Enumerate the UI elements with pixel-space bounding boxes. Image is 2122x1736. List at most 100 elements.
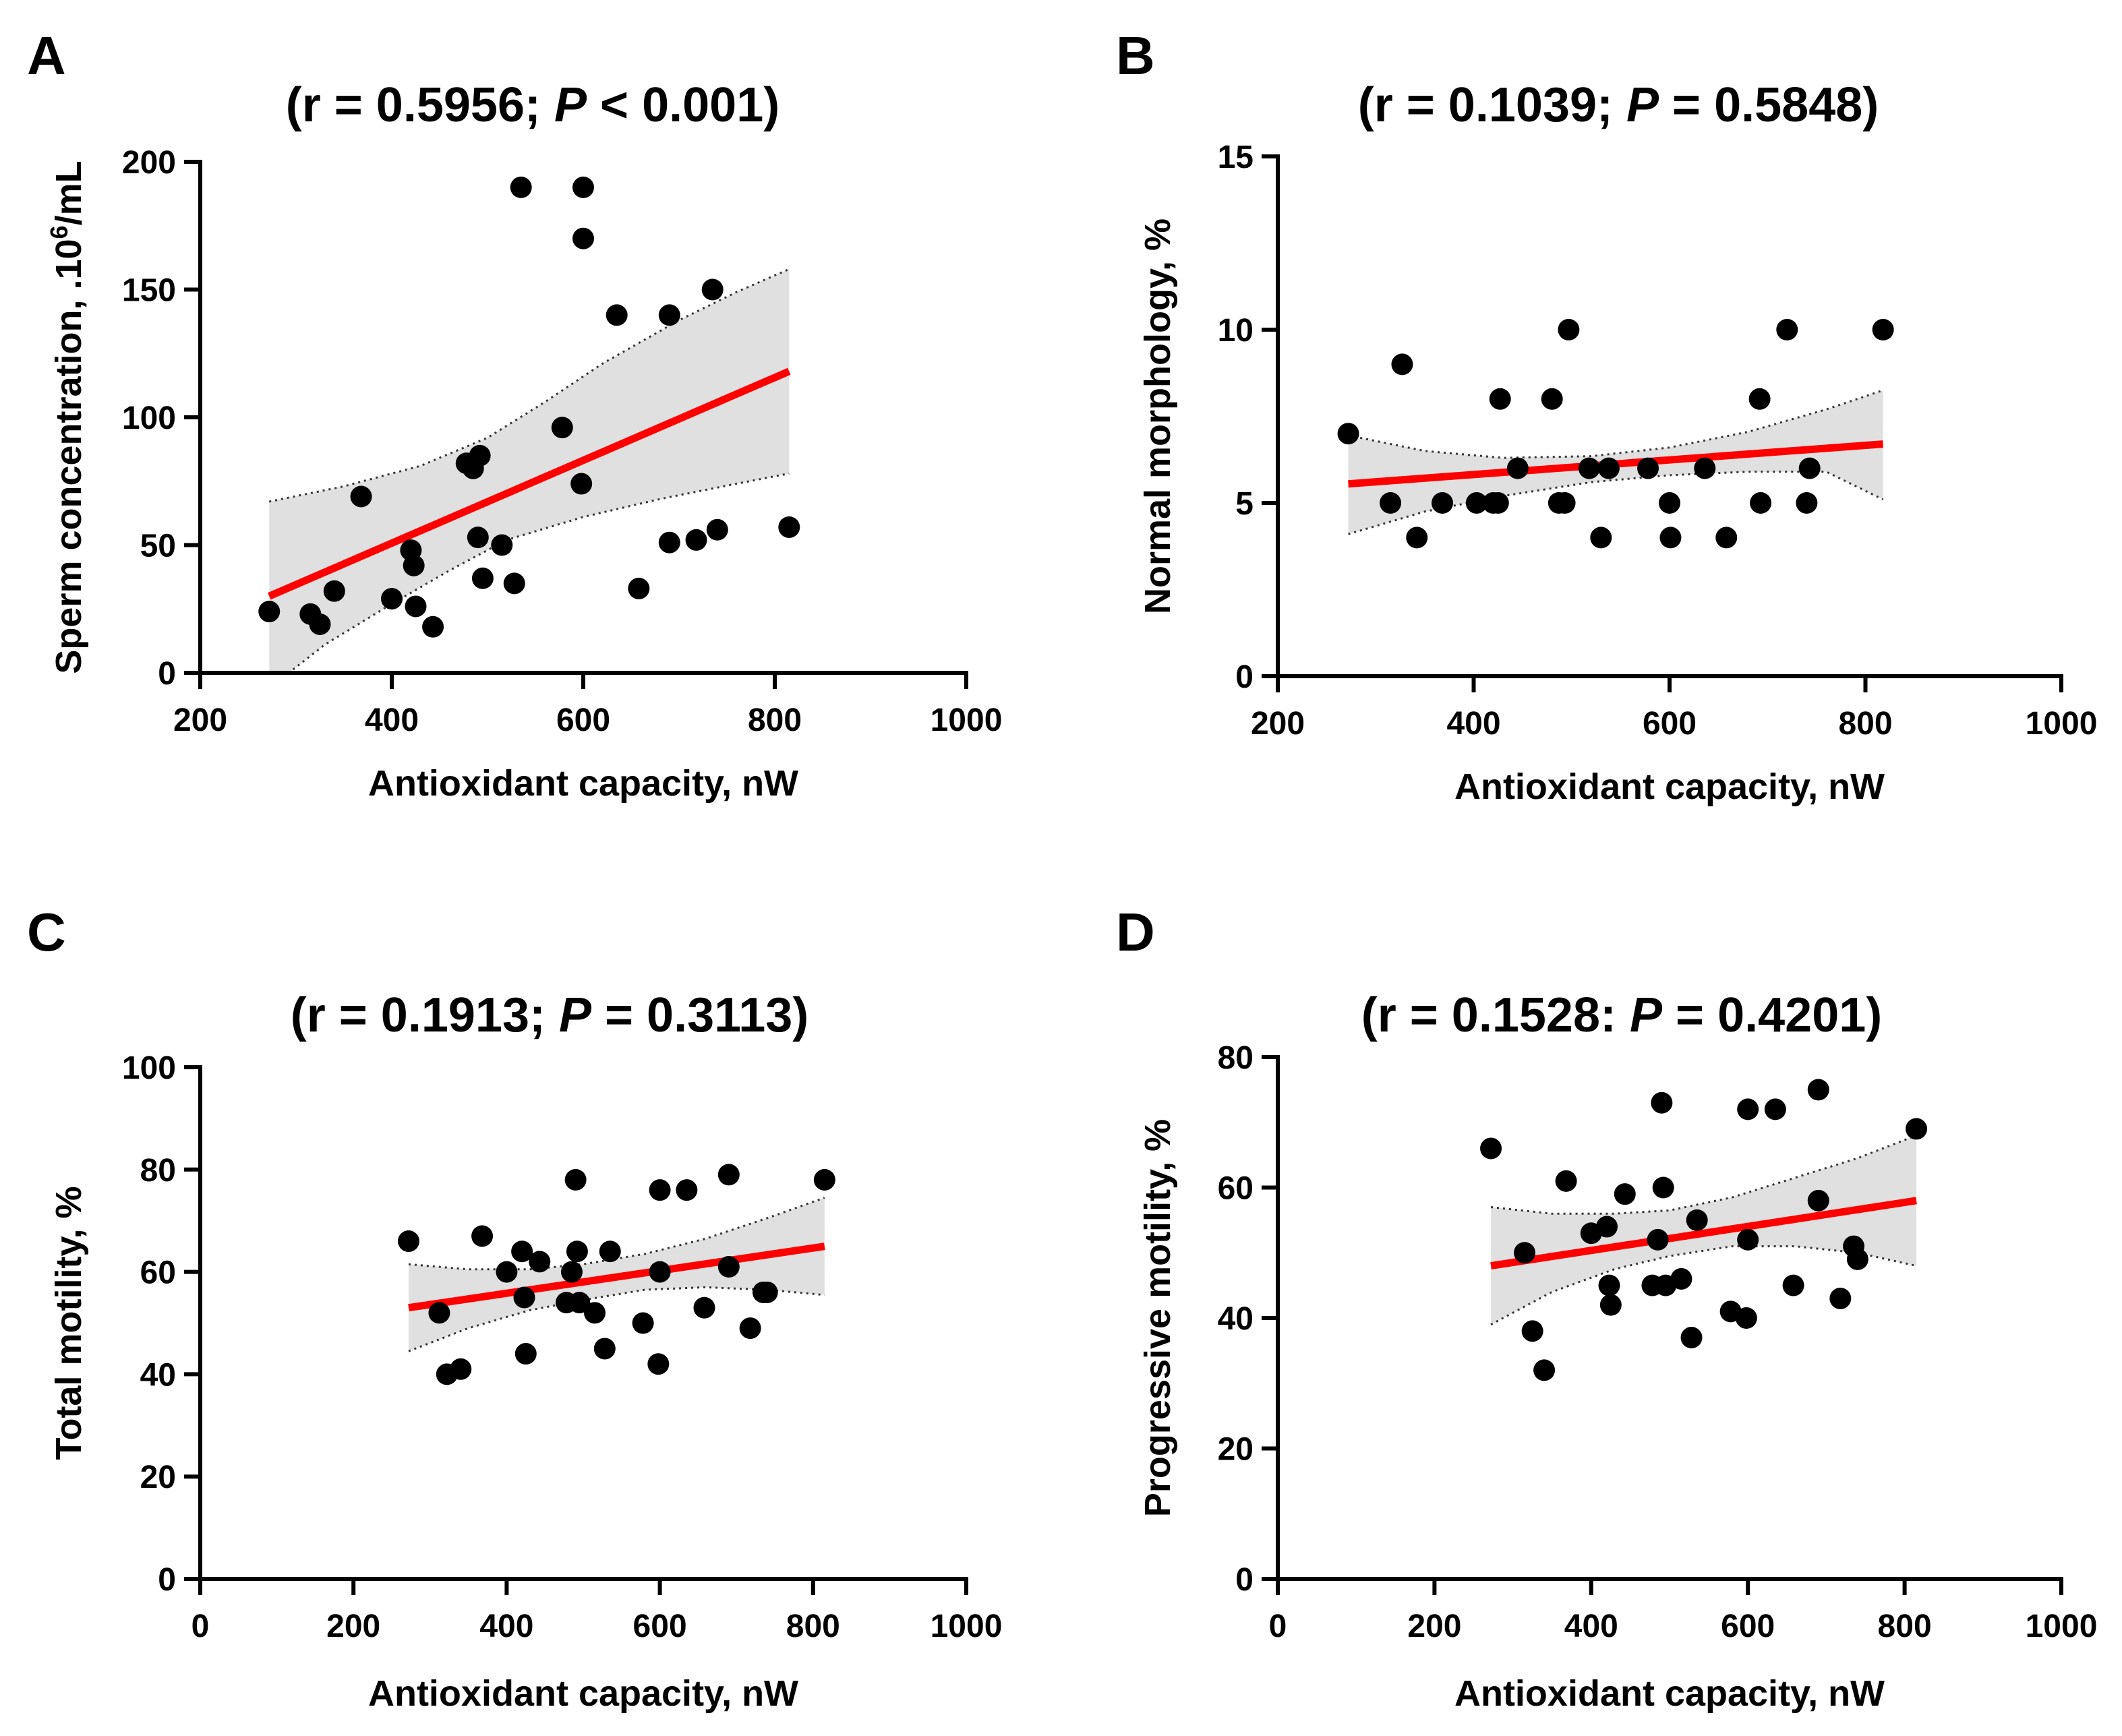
title-p-value: = 0.5848) — [1659, 78, 1879, 132]
data-point — [1614, 1183, 1636, 1205]
y-tick-label: 20 — [1218, 1432, 1254, 1468]
data-point — [1748, 388, 1771, 410]
y-tick-label: 10 — [1218, 313, 1254, 349]
data-point — [693, 1296, 715, 1319]
data-point — [503, 572, 525, 595]
data-point — [1782, 1274, 1804, 1296]
data-point — [1680, 1327, 1703, 1349]
data-point — [1480, 1137, 1502, 1160]
y-tick-label: 0 — [158, 1562, 176, 1598]
data-point — [647, 1353, 670, 1375]
y-axis-label: Total motility, % — [49, 1186, 89, 1460]
title-p-value: < 0.001) — [587, 78, 779, 132]
x-tick-label: 200 — [1251, 706, 1305, 742]
y-tick-label: 100 — [122, 1050, 176, 1086]
x-tick-label: 400 — [1446, 706, 1500, 742]
data-point — [658, 304, 680, 326]
panel-letter: C — [27, 902, 66, 962]
data-point — [1487, 492, 1509, 514]
data-point — [572, 176, 594, 198]
data-point — [568, 1292, 591, 1314]
data-point — [756, 1281, 778, 1303]
x-tick-label: 1000 — [2026, 706, 2098, 742]
data-point — [1686, 1209, 1708, 1231]
x-tick-label: 600 — [1643, 706, 1697, 742]
data-point — [514, 1343, 537, 1365]
y-tick-label: 50 — [140, 529, 176, 564]
data-point — [551, 417, 573, 439]
ci-lower-line — [408, 1286, 825, 1352]
x-tick-label: 800 — [1838, 706, 1892, 742]
data-point — [1715, 527, 1738, 549]
data-point — [1637, 457, 1659, 479]
title-stat: (r = 0.1528: — [1361, 988, 1630, 1042]
y-axis-label-text: Total motility, % — [49, 1186, 89, 1460]
x-tick-label: 200 — [1407, 1609, 1461, 1644]
title-p-symbol: P — [1630, 988, 1663, 1042]
data-point — [309, 613, 331, 635]
data-point — [350, 485, 372, 508]
y-tick-label: 0 — [158, 656, 176, 692]
data-point — [491, 534, 513, 556]
y-tick-label: 5 — [1235, 486, 1254, 522]
title-stat: (r = 0.1039; — [1358, 78, 1626, 132]
data-point — [469, 444, 491, 467]
x-tick-label: 800 — [748, 702, 802, 738]
data-point — [1380, 492, 1402, 514]
y-axis-label-text: Sperm concentration, .10 — [49, 239, 89, 674]
y-tick-label: 20 — [140, 1460, 176, 1495]
data-point — [599, 1240, 621, 1263]
data-point — [1489, 388, 1511, 410]
data-point — [1659, 492, 1680, 514]
data-point — [1506, 457, 1529, 479]
data-point — [570, 473, 593, 495]
data-point — [422, 616, 444, 638]
data-point — [649, 1179, 671, 1201]
data-point — [467, 527, 489, 549]
data-point — [1737, 1228, 1759, 1251]
y-tick-label: 60 — [1218, 1171, 1254, 1207]
x-tick-label: 600 — [633, 1609, 687, 1644]
panel-letter: D — [1116, 902, 1155, 962]
data-point — [1521, 1320, 1543, 1342]
x-tick-label: 800 — [1878, 1609, 1932, 1644]
y-tick-label: 150 — [122, 273, 176, 309]
y-axis-label: Normal morphology, % — [1138, 218, 1178, 614]
data-point — [706, 518, 728, 541]
data-point — [510, 176, 532, 198]
data-point — [658, 531, 680, 553]
regression-line — [268, 367, 791, 600]
data-point — [1906, 1118, 1928, 1140]
y-axis-label-unit: /mL — [49, 160, 89, 225]
data-point — [1554, 492, 1576, 514]
data-point — [676, 1179, 698, 1201]
data-point — [1465, 492, 1487, 514]
x-tick-label: 400 — [1564, 1609, 1618, 1644]
data-point — [560, 1261, 583, 1283]
y-tick-label: 40 — [140, 1357, 176, 1393]
data-point — [1670, 1267, 1692, 1290]
data-point — [1337, 423, 1359, 445]
data-point — [778, 516, 800, 538]
data-point — [471, 1225, 494, 1247]
data-point — [1597, 457, 1620, 479]
data-point — [511, 1240, 533, 1263]
title-p-symbol: P — [1626, 78, 1659, 132]
title-p-symbol: P — [554, 78, 587, 132]
data-point — [529, 1251, 551, 1273]
data-point — [717, 1256, 740, 1278]
x-axis-label: Antioxidant capacity, nW — [368, 763, 798, 804]
data-point — [685, 529, 707, 551]
data-point — [1514, 1242, 1536, 1264]
panel-title: (r = 0.1039; P = 0.5848) — [1358, 78, 1879, 132]
data-point — [1735, 1307, 1757, 1329]
data-point — [323, 580, 345, 602]
x-tick-label: 200 — [173, 702, 227, 738]
data-point — [1558, 319, 1580, 340]
y-axis-label: Sperm concentration, .106/mL — [45, 160, 90, 674]
confidence-band — [269, 269, 790, 673]
x-tick-label: 800 — [786, 1609, 840, 1644]
panel-title: (r = 0.1913; P = 0.3113) — [291, 988, 809, 1042]
